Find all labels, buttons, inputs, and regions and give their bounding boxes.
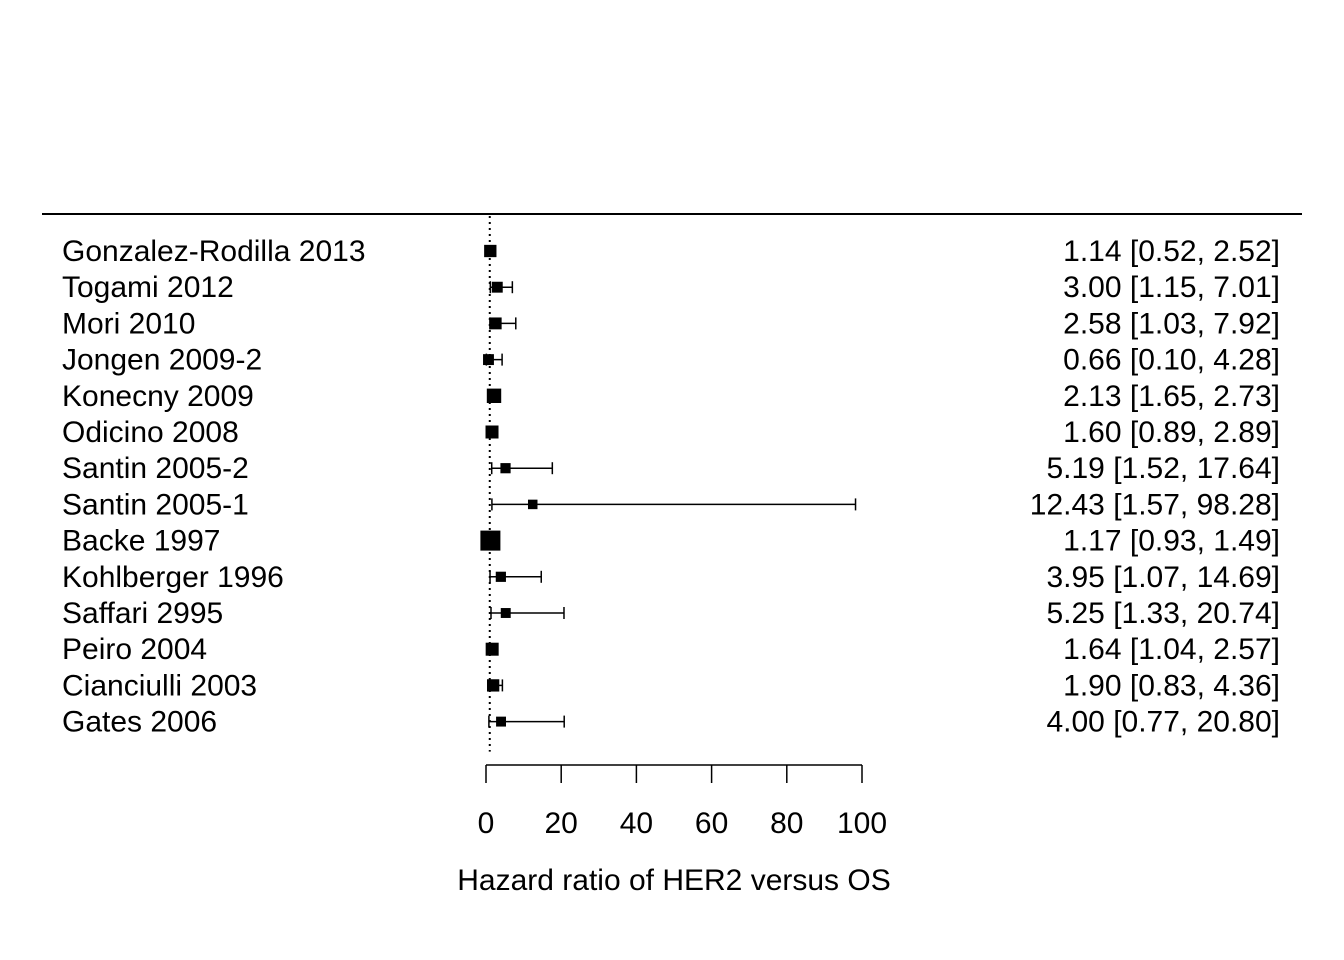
ci-text: 2.58 [1.03, 7.92]: [1063, 307, 1280, 340]
point-estimate: [500, 463, 511, 474]
ci-text: 1.17 [0.93, 1.49]: [1063, 525, 1280, 558]
study-row: Saffari 2995 5.25 [1.33, 20.74]: [62, 597, 1280, 630]
study-label: Gates 2006: [62, 706, 217, 739]
point-estimate: [496, 716, 506, 727]
ci-text: 2.13 [1.65, 2.73]: [1063, 380, 1280, 413]
ci-text: 3.00 [1.15, 7.01]: [1063, 271, 1280, 304]
study-label: Backe 1997: [62, 525, 220, 558]
x-tick-label: 0: [478, 807, 495, 840]
ci-text: 12.43 [1.57, 98.28]: [1030, 488, 1280, 521]
point-estimate: [500, 608, 511, 618]
point-estimate: [495, 571, 506, 582]
study-row: Santin 2005-2 5.19 [1.52, 17.64]: [62, 452, 1280, 485]
study-label: Odicino 2008: [62, 416, 239, 449]
study-row: Backe 1997 1.17 [0.93, 1.49]: [62, 525, 1280, 558]
study-label: Cianciulli 2003: [62, 669, 257, 702]
point-estimate: [483, 354, 494, 366]
study-label: Santin 2005-2: [62, 452, 249, 485]
point-estimate: [491, 281, 503, 293]
ci-text: 4.00 [0.77, 20.80]: [1046, 706, 1280, 739]
study-row: Odicino 2008 1.60 [0.89, 2.89]: [62, 416, 1280, 449]
study-row: Togami 2012 3.00 [1.15, 7.01]: [62, 271, 1280, 304]
study-label: Togami 2012: [62, 271, 234, 304]
study-row: Gates 2006 4.00 [0.77, 20.80]: [62, 706, 1280, 739]
study-row: Santin 2005-1 12.43 [1.57, 98.28]: [62, 488, 1280, 521]
study-label: Kohlberger 1996: [62, 561, 284, 594]
point-estimate: [486, 388, 502, 403]
ci-text: 1.64 [1.04, 2.57]: [1063, 633, 1280, 666]
study-label: Gonzalez-Rodilla 2013: [62, 235, 366, 268]
study-row: Gonzalez-Rodilla 2013 1.14 [0.52, 2.52]: [62, 235, 1280, 268]
ci-text: 3.95 [1.07, 14.69]: [1046, 561, 1280, 594]
study-row: Kohlberger 1996 3.95 [1.07, 14.69]: [62, 561, 1280, 594]
ci-text: 1.90 [0.83, 4.36]: [1063, 669, 1280, 702]
ci-text: 5.25 [1.33, 20.74]: [1046, 597, 1280, 630]
study-label: Peiro 2004: [62, 633, 207, 666]
study-label: Saffari 2995: [62, 597, 223, 630]
study-row: Cianciulli 2003 1.90 [0.83, 4.36]: [62, 669, 1280, 702]
point-estimate: [486, 679, 500, 692]
x-axis-label: Hazard ratio of HER2 versus OS: [457, 864, 891, 897]
ci-text: 1.60 [0.89, 2.89]: [1063, 416, 1280, 449]
study-row: Mori 2010 2.58 [1.03, 7.92]: [62, 307, 1280, 340]
point-estimate: [485, 642, 499, 656]
point-estimate: [480, 530, 501, 551]
study-row: Jongen 2009-2 0.66 [0.10, 4.28]: [62, 344, 1280, 377]
x-tick-label: 60: [695, 807, 728, 840]
point-estimate: [489, 317, 502, 330]
study-label: Santin 2005-1: [62, 488, 249, 521]
point-estimate: [527, 499, 538, 510]
study-label: Konecny 2009: [62, 380, 254, 413]
study-label: Mori 2010: [62, 307, 195, 340]
x-tick-label: 80: [770, 807, 803, 840]
ci-text: 5.19 [1.52, 17.64]: [1046, 452, 1280, 485]
study-row: Konecny 2009 2.13 [1.65, 2.73]: [62, 380, 1280, 413]
ci-text: 0.66 [0.10, 4.28]: [1063, 344, 1280, 377]
x-tick-label: 40: [620, 807, 653, 840]
point-estimate: [484, 244, 497, 258]
point-estimate: [485, 425, 499, 439]
x-tick-label: 20: [545, 807, 578, 840]
study-label: Jongen 2009-2: [62, 344, 262, 377]
x-tick-label: 100: [837, 807, 887, 840]
ci-text: 1.14 [0.52, 2.52]: [1063, 235, 1280, 268]
study-row: Peiro 2004 1.64 [1.04, 2.57]: [62, 633, 1280, 666]
